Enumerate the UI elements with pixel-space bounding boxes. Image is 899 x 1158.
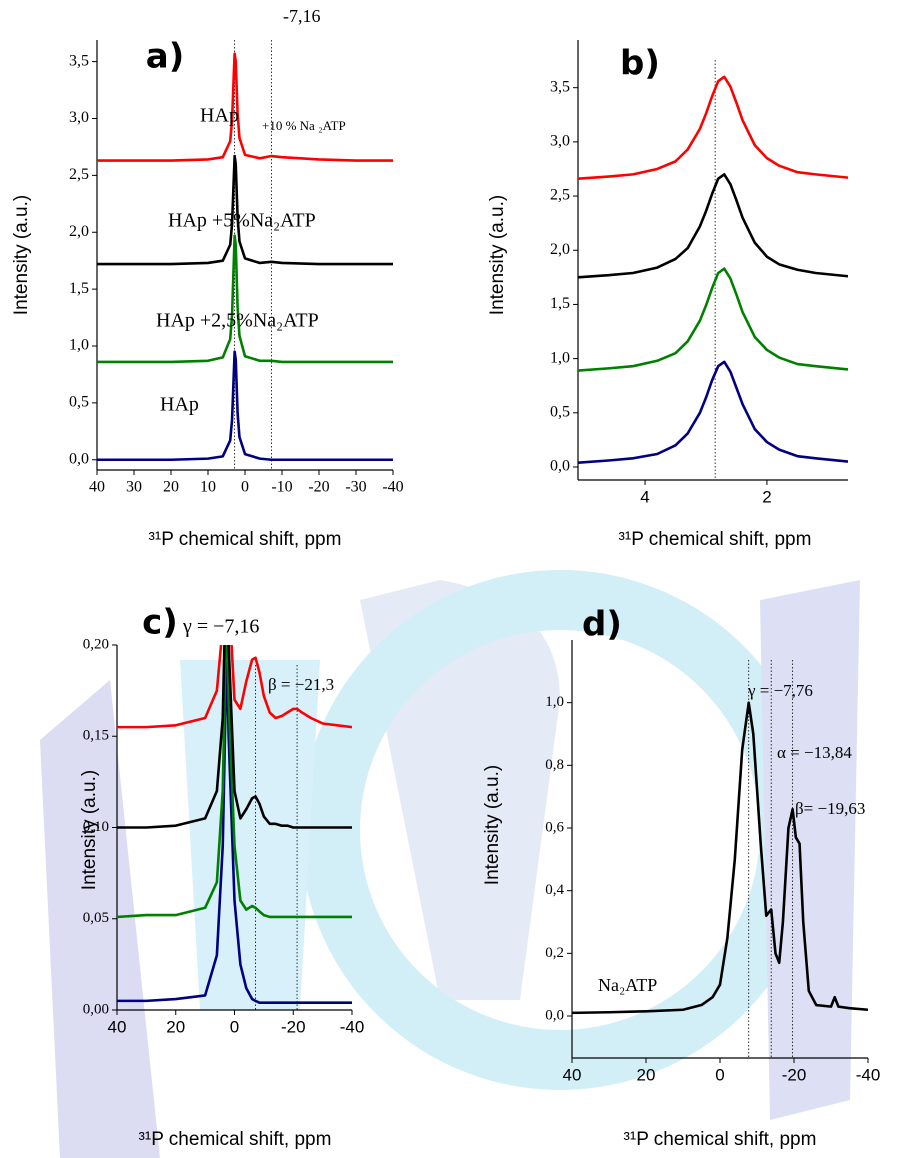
y-tick-label: 0,5 [69, 394, 89, 411]
y-tick-label: 3,0 [550, 133, 570, 150]
panel-title: b) [620, 44, 660, 84]
spectrum-line [117, 645, 352, 829]
y-tick-label: 0,8 [545, 757, 564, 773]
y-tick-label: 0,10 [83, 819, 109, 835]
panel-title: a) [146, 37, 184, 77]
spectrum-line [97, 154, 393, 266]
y-axis-label: Intensity (a.u.) [482, 765, 503, 885]
x-tick-label: 20 [637, 1065, 656, 1084]
annotation: HAp +5%Na₂ATP [168, 210, 316, 232]
x-tick-label: 4 [640, 487, 649, 506]
panel: 0,0 0,5 1,0 1,5 2,0 2,5 3,0 3,5 4 2 b) ³¹P chemical… [487, 40, 848, 550]
annotation: +10 % Na ₂ATP [262, 118, 346, 133]
y-tick-label: 3,0 [69, 109, 89, 126]
y-tick-label: 3,5 [550, 78, 570, 95]
panel: 0,0 0,2 0,4 0,6 0,8 1,0 40 20 0 -20 -40 d) ³¹P chemi… [482, 605, 880, 1151]
spectrum-line [578, 360, 848, 464]
y-tick-label: 0,20 [83, 636, 109, 652]
x-tick-label: 0 [230, 1017, 239, 1036]
x-tick-label: 10 [200, 479, 216, 496]
x-tick-label: 30 [126, 479, 142, 496]
x-tick-label: 0 [715, 1065, 724, 1084]
y-tick-label: 2,5 [550, 187, 570, 204]
panel: 0,00,51,01,52,02,53,03,540 30 20 10 0 -10 -20-… [11, 6, 404, 550]
panel-title: d) [582, 605, 622, 645]
x-tick-label: 40 [563, 1065, 582, 1084]
x-axis-label: ³¹P chemical shift, ppm [619, 529, 812, 550]
y-tick-label: 0,0 [69, 450, 89, 467]
spectrum-line [97, 52, 393, 162]
y-tick-label: 1,0 [550, 349, 570, 366]
annotation: Na₂ATP [598, 975, 657, 995]
x-tick-label: -40 [340, 1017, 365, 1036]
annotation: α = −13,84 [777, 743, 852, 762]
y-tick-label: 1,0 [69, 337, 89, 354]
y-tick-label: 0,2 [545, 945, 564, 961]
y-axis-label: Intensity (a.u.) [79, 770, 100, 890]
spectrum-line [97, 350, 393, 462]
annotation: γ = −7,16 [182, 616, 259, 638]
x-tick-label: -40 [382, 479, 403, 496]
y-tick-label: 0,15 [83, 728, 109, 744]
spectrum-line [97, 234, 393, 364]
x-tick-label: 20 [163, 479, 179, 496]
x-tick-label: 40 [89, 479, 105, 496]
annotation: HAp +2,5%Na₂ATP [156, 310, 319, 332]
watermark [40, 570, 860, 1158]
y-tick-label: 3,5 [69, 52, 89, 69]
y-axis-label: Intensity (a.u.) [11, 195, 32, 315]
x-tick-label: -20 [782, 1065, 807, 1084]
y-tick-label: 0,0 [545, 1007, 564, 1023]
x-tick-label: -20 [308, 479, 329, 496]
x-tick-label: -20 [281, 1017, 306, 1036]
y-axis-label: Intensity (a.u.) [487, 195, 508, 315]
annotation: HAp [160, 394, 199, 416]
y-tick-label: 0,00 [83, 1001, 109, 1017]
y-tick-label: 2,5 [69, 166, 89, 183]
y-tick-label: 1,5 [550, 295, 570, 312]
y-tick-label: 2,0 [550, 241, 570, 258]
y-tick-label: 1,5 [69, 280, 89, 297]
annotation: β= −19,63 [795, 799, 865, 818]
spectrum-line [578, 75, 848, 181]
panel-title: c) [142, 603, 178, 643]
y-tick-label: 0,4 [545, 882, 564, 898]
x-axis-label: ³¹P chemical shift, ppm [624, 1129, 817, 1150]
x-tick-label: 20 [166, 1017, 185, 1036]
y-tick-label: 2,0 [69, 223, 89, 240]
annotation: HAp [200, 105, 239, 127]
y-tick-label: 0,5 [550, 403, 570, 420]
annotation: -7,16 [283, 6, 321, 26]
y-tick-label: 1,0 [545, 694, 564, 710]
annotation: β = −21,3 [268, 675, 334, 694]
x-axis-label: ³¹P chemical shift, ppm [149, 529, 342, 550]
x-tick-label: 2 [762, 487, 771, 506]
y-tick-label: 0,0 [550, 458, 570, 475]
x-tick-label: 40 [108, 1017, 127, 1036]
spectrum-line [578, 173, 848, 279]
spectrum-line [117, 645, 352, 919]
panel: 0,00 0,05 0,10 0,15 0,20 40 20 0 -20 -40 c) ³¹P che… [79, 603, 365, 1151]
x-tick-label: 0 [241, 479, 249, 496]
spectrum-line [572, 701, 868, 1015]
spectrum-line [578, 267, 848, 372]
x-tick-label: -40 [856, 1065, 881, 1084]
annotation: γ = −7,76 [747, 681, 813, 700]
x-tick-label: -30 [345, 479, 366, 496]
x-tick-label: -10 [271, 479, 292, 496]
y-tick-label: 0,6 [545, 819, 564, 835]
spectrum-line [117, 645, 352, 729]
x-axis-label: ³¹P chemical shift, ppm [139, 1129, 332, 1150]
y-tick-label: 0,05 [83, 910, 109, 926]
spectrum-line [117, 661, 352, 1004]
